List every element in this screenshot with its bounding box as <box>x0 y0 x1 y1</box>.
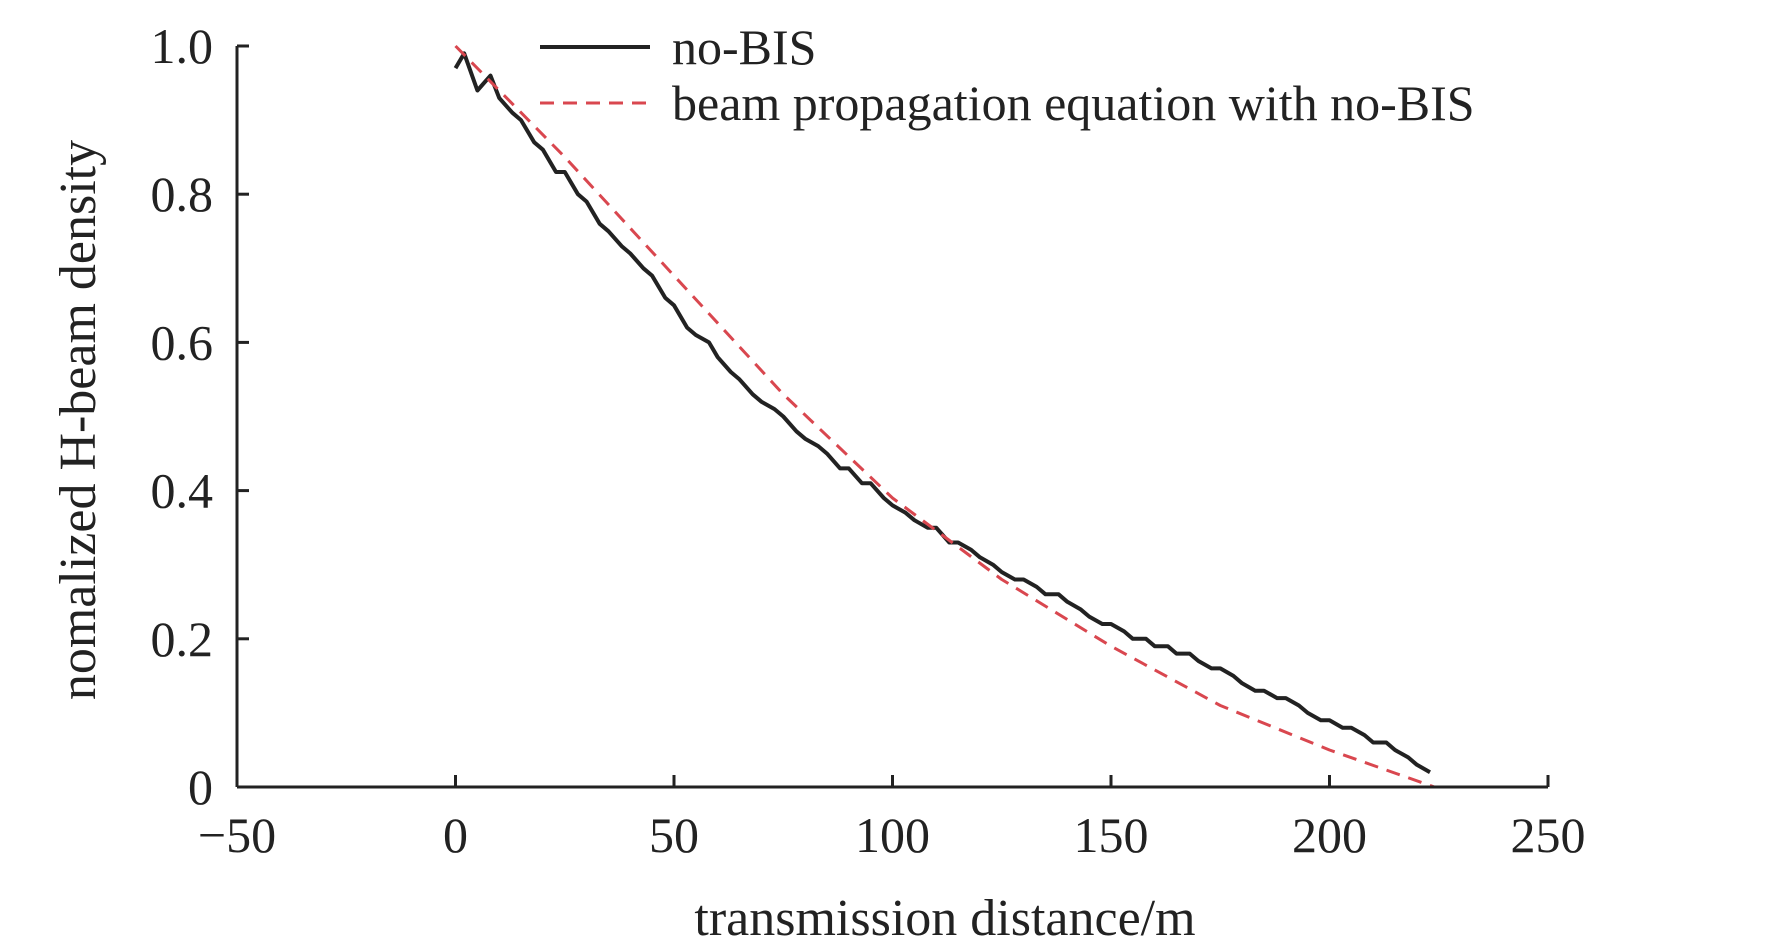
series-line-model <box>454 44 1435 789</box>
x-axis-label: transmission distance/m <box>694 890 1195 947</box>
series-line-measured <box>453 51 1431 774</box>
y-tick-label: 0.4 <box>151 463 214 519</box>
legend-label: no-BIS <box>672 19 816 75</box>
y-tick-label: 1.0 <box>151 18 214 74</box>
y-tick-label: 0.8 <box>151 166 214 222</box>
x-tick-label: −50 <box>198 807 276 863</box>
y-axis-label: nomalized H-beam density <box>50 140 107 700</box>
x-tick-label: 100 <box>855 807 930 863</box>
plot-area <box>453 44 1435 789</box>
y-tick-label: 0 <box>188 759 213 815</box>
x-tick-label: 0 <box>443 807 468 863</box>
x-tick-label: 250 <box>1511 807 1586 863</box>
x-tick-label: 150 <box>1074 807 1149 863</box>
y-tick-label: 0.2 <box>151 611 214 667</box>
legend-label: beam propagation equation with no-BIS <box>672 75 1475 131</box>
x-tick-label: 200 <box>1292 807 1367 863</box>
x-tick-label: 50 <box>649 807 699 863</box>
y-tick-label: 0.6 <box>151 314 214 370</box>
